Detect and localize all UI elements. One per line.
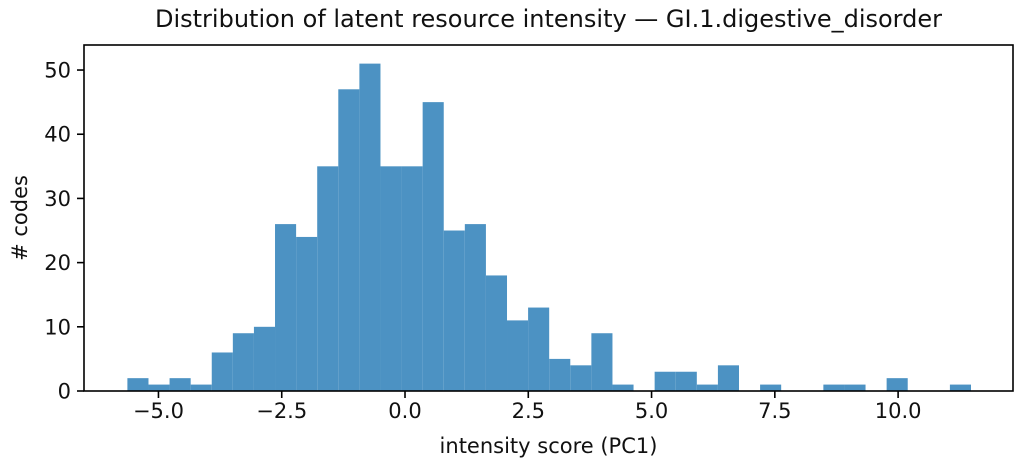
histogram-bar bbox=[148, 384, 170, 391]
histogram-bar bbox=[211, 352, 233, 391]
histogram-bar bbox=[401, 166, 423, 391]
x-tick-label: 0.0 bbox=[388, 399, 421, 423]
histogram-bar bbox=[380, 166, 402, 391]
histogram-bar bbox=[485, 275, 508, 391]
y-tick-label: 0 bbox=[58, 380, 71, 404]
x-tick-label: −2.5 bbox=[256, 399, 307, 423]
x-axis-label: intensity score (PC1) bbox=[439, 434, 658, 458]
histogram-bar bbox=[464, 224, 486, 391]
x-tick-label: 10.0 bbox=[875, 399, 922, 423]
histogram-bar bbox=[570, 365, 592, 391]
histogram-bar bbox=[675, 371, 697, 391]
histogram-bar bbox=[886, 378, 908, 391]
histogram-bar bbox=[654, 371, 676, 391]
histogram-bar bbox=[127, 378, 149, 391]
chart-title: Distribution of latent resource intensit… bbox=[154, 5, 942, 33]
histogram-bar bbox=[359, 63, 381, 392]
histogram-bar bbox=[528, 307, 550, 391]
histogram-bar bbox=[338, 89, 360, 391]
y-tick-label: 50 bbox=[44, 59, 71, 83]
histogram-bar bbox=[317, 166, 339, 391]
histogram-bar bbox=[696, 384, 718, 391]
y-tick-label: 20 bbox=[44, 251, 71, 275]
histogram-bar bbox=[591, 333, 613, 391]
axes-frame bbox=[83, 44, 1014, 392]
histogram-bar bbox=[296, 236, 318, 391]
histogram-bar bbox=[190, 384, 212, 391]
histogram-bar bbox=[232, 333, 254, 391]
y-tick-label: 30 bbox=[44, 187, 71, 211]
histogram-bar bbox=[717, 365, 739, 391]
histogram-bar bbox=[507, 320, 529, 391]
x-tick-label: −5.0 bbox=[133, 399, 184, 423]
histogram-bar bbox=[760, 384, 782, 391]
histogram-bar bbox=[169, 378, 191, 391]
histogram-bar bbox=[612, 384, 634, 391]
histogram-bar bbox=[549, 358, 571, 391]
y-tick-label: 10 bbox=[44, 315, 71, 339]
histogram-bar bbox=[275, 224, 297, 391]
histogram-bar bbox=[422, 102, 444, 391]
x-tick-label: 7.5 bbox=[758, 399, 791, 423]
histogram-bar bbox=[949, 384, 971, 391]
x-tick-label: 2.5 bbox=[512, 399, 545, 423]
histogram-bar bbox=[823, 384, 845, 391]
x-tick-label: 5.0 bbox=[635, 399, 668, 423]
histogram-bar bbox=[443, 230, 465, 391]
y-tick-label: 40 bbox=[44, 123, 71, 147]
histogram-bar bbox=[844, 384, 866, 391]
histogram-bar bbox=[253, 326, 276, 391]
